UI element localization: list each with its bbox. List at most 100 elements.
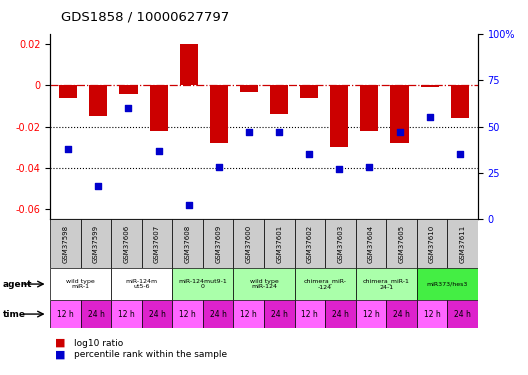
Bar	[330, 86, 348, 147]
Bar	[89, 86, 107, 116]
Text: GSM37598: GSM37598	[62, 225, 69, 263]
Text: 12 h: 12 h	[240, 310, 257, 319]
Text: 12 h: 12 h	[423, 310, 440, 319]
Text: GDS1858 / 10000627797: GDS1858 / 10000627797	[61, 10, 229, 24]
Text: 12 h: 12 h	[301, 310, 318, 319]
Text: agent: agent	[3, 280, 32, 289]
Point	[244, 129, 253, 135]
Bar	[295, 219, 325, 268]
Bar	[203, 219, 233, 268]
Text: GSM37607: GSM37607	[154, 225, 160, 263]
Bar	[50, 268, 111, 300]
Text: ■: ■	[55, 350, 66, 359]
Bar	[325, 300, 356, 328]
Point	[154, 148, 163, 154]
Text: percentile rank within the sample: percentile rank within the sample	[74, 350, 227, 359]
Point	[214, 164, 223, 170]
Text: 24 h: 24 h	[393, 310, 410, 319]
Bar	[417, 219, 447, 268]
Text: miR-124mut9-1
0: miR-124mut9-1 0	[178, 279, 227, 290]
Text: 12 h: 12 h	[118, 310, 135, 319]
Point	[275, 129, 284, 135]
Text: 12 h: 12 h	[363, 310, 379, 319]
Text: 24 h: 24 h	[149, 310, 165, 319]
Bar	[119, 86, 137, 94]
Text: 12 h: 12 h	[179, 310, 196, 319]
Bar	[361, 86, 379, 131]
Point	[305, 152, 314, 157]
Bar	[111, 300, 142, 328]
Bar	[417, 268, 478, 300]
Text: GSM37605: GSM37605	[399, 225, 404, 263]
Text: GSM37603: GSM37603	[337, 225, 343, 263]
Bar	[172, 268, 233, 300]
Bar	[142, 300, 172, 328]
Text: 24 h: 24 h	[88, 310, 105, 319]
Point	[124, 105, 133, 111]
Point	[335, 166, 344, 172]
Text: 12 h: 12 h	[57, 310, 74, 319]
Bar	[50, 300, 81, 328]
Text: GSM37600: GSM37600	[246, 225, 252, 263]
Text: GSM37609: GSM37609	[215, 225, 221, 263]
Bar	[142, 219, 172, 268]
Bar	[203, 300, 233, 328]
Point	[426, 114, 434, 120]
Bar	[356, 300, 386, 328]
Point	[395, 129, 404, 135]
Bar	[59, 86, 77, 98]
Text: GSM37601: GSM37601	[276, 225, 282, 263]
Bar	[295, 300, 325, 328]
Bar	[386, 300, 417, 328]
Bar	[391, 86, 409, 143]
Bar	[111, 219, 142, 268]
Bar	[81, 300, 111, 328]
Bar	[325, 219, 356, 268]
Bar	[81, 219, 111, 268]
Text: GSM37608: GSM37608	[185, 225, 191, 263]
Bar	[172, 300, 203, 328]
Point	[64, 146, 72, 152]
Bar	[295, 268, 356, 300]
Text: 24 h: 24 h	[454, 310, 471, 319]
Bar	[149, 86, 167, 131]
Bar	[451, 86, 469, 118]
Text: GSM37606: GSM37606	[124, 225, 129, 263]
Bar	[264, 300, 295, 328]
Bar	[210, 86, 228, 143]
Bar	[447, 300, 478, 328]
Point	[184, 201, 193, 207]
Text: GSM37610: GSM37610	[429, 225, 435, 263]
Text: chimera_miR-
-124: chimera_miR- -124	[304, 278, 346, 290]
Bar	[356, 219, 386, 268]
Text: miR-124m
ut5-6: miR-124m ut5-6	[126, 279, 158, 290]
Bar	[270, 86, 288, 114]
Text: time: time	[3, 310, 26, 319]
Text: GSM37602: GSM37602	[307, 225, 313, 263]
Bar	[447, 219, 478, 268]
Text: 24 h: 24 h	[332, 310, 349, 319]
Text: GSM37599: GSM37599	[93, 225, 99, 263]
Text: wild type
miR-124: wild type miR-124	[250, 279, 278, 290]
Text: 24 h: 24 h	[271, 310, 288, 319]
Bar	[180, 44, 198, 86]
Point	[365, 164, 374, 170]
Bar	[417, 300, 447, 328]
Bar	[240, 86, 258, 92]
Bar	[264, 219, 295, 268]
Bar	[111, 268, 172, 300]
Bar	[233, 268, 295, 300]
Text: 24 h: 24 h	[210, 310, 227, 319]
Bar	[50, 219, 81, 268]
Bar	[233, 219, 264, 268]
Text: ■: ■	[55, 338, 66, 348]
Bar	[300, 86, 318, 98]
Point	[94, 183, 102, 189]
Point	[456, 152, 464, 157]
Bar	[172, 219, 203, 268]
Text: GSM37611: GSM37611	[459, 225, 466, 263]
Text: wild type
miR-1: wild type miR-1	[67, 279, 95, 290]
Bar	[233, 300, 264, 328]
Bar	[386, 219, 417, 268]
Text: GSM37604: GSM37604	[368, 225, 374, 263]
